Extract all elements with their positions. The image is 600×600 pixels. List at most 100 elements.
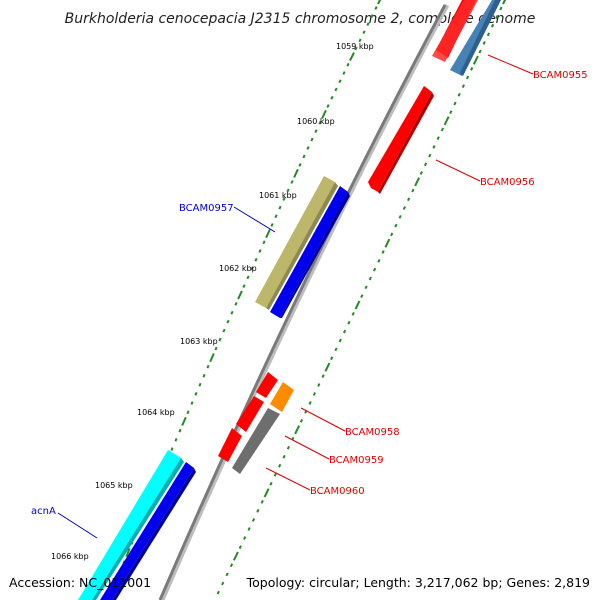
scale-tick — [242, 284, 246, 289]
scale-tick — [419, 171, 423, 175]
gene-bcam0957-blue[interactable] — [270, 186, 348, 318]
gene-bcam0958-b[interactable] — [236, 396, 264, 432]
gene-bcam0956-edge — [378, 92, 434, 194]
scale-tick — [342, 71, 346, 75]
scale-tick — [181, 416, 187, 426]
scale-tick — [282, 197, 286, 201]
scale-tick — [346, 62, 350, 67]
scale-tick — [247, 527, 251, 531]
scale-tick — [377, 258, 381, 263]
scale-tick — [453, 101, 457, 106]
genome-summary: Topology: circular; Length: 3,217,062 bp… — [246, 575, 590, 590]
scale-tick — [306, 146, 310, 150]
scale-tick — [237, 290, 243, 300]
scale-tick — [402, 206, 407, 210]
scale-tick — [366, 22, 370, 26]
scale-tick — [334, 347, 338, 352]
scale-tick — [194, 392, 198, 396]
scale-label: 1064 kbp — [137, 408, 175, 417]
scale-tick — [495, 15, 499, 20]
gene-label-acna[interactable]: acnA — [31, 506, 56, 517]
scale-tick — [251, 518, 256, 522]
scale-labels: 1059 kbp 1060 kbp 1061 kbp 1062 kbp 1063… — [51, 42, 374, 561]
scale-tick — [449, 110, 453, 115]
scale-tick — [338, 79, 342, 84]
scale-tick — [262, 240, 266, 245]
scale-tick — [436, 136, 440, 141]
scale-tick — [398, 214, 402, 219]
scale-tick — [214, 346, 218, 351]
scale-tick — [321, 109, 327, 119]
scale-tick — [423, 162, 428, 167]
gene-label-bcam0960[interactable]: BCAM0960 — [310, 486, 365, 497]
gene-labels: BCAM0955 BCAM0956 BCAM0957 BCAM0958 BCAM… — [31, 70, 588, 517]
scale-tick — [178, 428, 182, 433]
scale-tick — [265, 229, 271, 239]
scale-tick — [411, 188, 415, 193]
accession-text: Accession: NC_011001 — [9, 575, 151, 590]
gene-bcam0958-a[interactable] — [256, 372, 278, 398]
gene-label-bcam0957[interactable]: BCAM0957 — [179, 203, 234, 214]
scale-tick — [274, 214, 278, 219]
scale-tick — [238, 545, 242, 550]
gene-acna-blue-edge — [112, 468, 196, 600]
scale-tick — [263, 488, 270, 498]
scale-tick — [225, 572, 229, 577]
scale-tick — [377, 0, 382, 5]
gene-bcam0955-red-b[interactable] — [432, 0, 478, 62]
scale-tick — [407, 197, 411, 202]
scale-tick — [282, 454, 286, 459]
scale-tick — [351, 311, 355, 316]
scale-tick — [273, 472, 277, 477]
scale-tick — [428, 153, 432, 158]
scale-tick — [368, 276, 372, 281]
gene-bcam0957[interactable] — [255, 176, 335, 308]
scale-tick — [364, 285, 368, 290]
gene-bcam0956[interactable] — [368, 86, 432, 192]
scale-tick — [354, 300, 361, 310]
scale-label: 1060 kbp — [297, 117, 335, 126]
leader-bcam0958 — [300, 407, 346, 432]
scale-tick — [334, 87, 338, 92]
scale-ticks — [107, 0, 507, 600]
scale-tick — [254, 257, 258, 262]
gene-acna[interactable] — [78, 450, 181, 600]
scale-tick — [317, 383, 321, 387]
scale-tick — [229, 563, 234, 568]
gene-bcam0960[interactable] — [232, 408, 280, 474]
scale-tick — [250, 266, 254, 271]
scale-tick — [260, 499, 264, 504]
gene-acna-blue[interactable] — [100, 462, 194, 600]
gene-label-bcam0958[interactable]: BCAM0958 — [345, 427, 400, 438]
scale-tick — [209, 353, 215, 363]
scale-label: 1063 kbp — [180, 337, 218, 346]
gene-bcam0959[interactable] — [270, 382, 294, 412]
scale-tick — [310, 137, 314, 142]
scale-tick — [478, 49, 482, 54]
scale-tick — [170, 447, 174, 451]
scale-tick — [374, 6, 378, 10]
scale-tick — [490, 23, 495, 28]
scale-label: 1062 kbp — [219, 264, 257, 273]
scale-tick — [286, 445, 291, 450]
gene-label-bcam0959[interactable]: BCAM0959 — [329, 455, 384, 466]
scale-tick — [222, 328, 226, 333]
gene-label-bcam0955[interactable]: BCAM0955 — [533, 70, 588, 81]
leader-bcam0959 — [284, 435, 330, 460]
scale-tick — [443, 116, 450, 126]
gene-label-bcam0956[interactable]: BCAM0956 — [480, 177, 535, 188]
scale-tick — [299, 418, 304, 423]
scale-tick — [330, 356, 334, 361]
scale-tick — [394, 223, 398, 228]
gene-bcam0957-edge — [266, 182, 338, 310]
gene-bcam0958-c[interactable] — [218, 428, 242, 462]
scale-tick — [278, 205, 282, 210]
scale-tick — [347, 320, 351, 325]
scale-tick — [461, 84, 466, 89]
gene-bcam0957-blue-edge — [280, 192, 350, 318]
gene-acna-edge — [92, 458, 184, 600]
scale-tick — [465, 75, 470, 80]
scale-tick — [370, 14, 374, 18]
